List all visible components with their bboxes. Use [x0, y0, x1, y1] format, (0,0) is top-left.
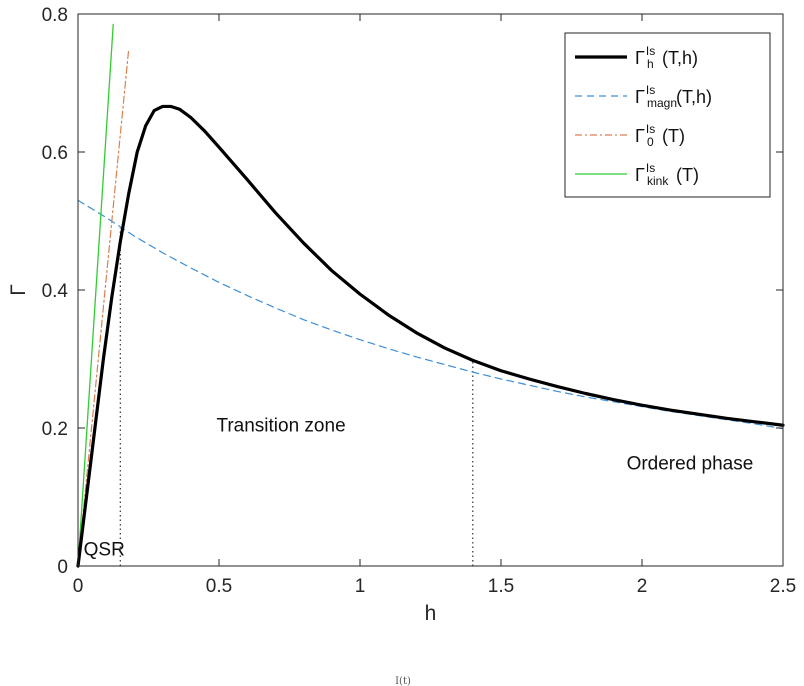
legend-sub-2: 0: [647, 135, 654, 149]
annotation-1: Transition zone: [216, 415, 345, 436]
legend-label-2: ΓIs: [635, 122, 655, 146]
y-axis-label: Γ: [7, 284, 30, 296]
legend-arg-2: (T): [662, 126, 685, 146]
y-tick-label: 0.6: [42, 143, 68, 164]
x-tick-label: 0: [73, 576, 84, 597]
x-tick-label: 0.5: [206, 576, 232, 597]
annotation-2: Ordered phase: [627, 453, 754, 474]
y-tick-label: 0: [57, 557, 68, 578]
x-tick-label: 1.5: [488, 576, 514, 597]
series-line-0: [76, 104, 785, 568]
x-axis-label: h: [425, 602, 437, 625]
x-tick-label: 2: [637, 576, 648, 597]
legend-label-1: ΓIs: [635, 83, 655, 107]
series-line-2: [77, 47, 130, 567]
x-tick-label: 1: [355, 576, 366, 597]
annotations: QSR Transition zone Ordered phase: [84, 415, 754, 560]
annotation-0: QSR: [84, 540, 125, 561]
y-tick-label: 0.8: [42, 5, 68, 26]
legend-box: [564, 32, 771, 198]
legend-arg-0: (T,h): [662, 48, 698, 68]
plot-lines: [76, 23, 785, 568]
legend-sub-0: h: [647, 57, 654, 71]
y-tick-label: 0.4: [42, 281, 69, 302]
legend-arg-3: (T): [676, 165, 699, 185]
x-tick-label: 2.5: [770, 576, 796, 597]
legend-sub-1: magn: [647, 96, 677, 110]
legend-label-0: ΓIs: [635, 44, 655, 68]
ticks: 0 0.5 1 1.5 2 2.5 0 0.2 0.4 0.6 0.8: [42, 5, 797, 597]
series-line-3: [77, 23, 114, 567]
footer-fragment: I(t): [395, 676, 411, 686]
legend-label-3: ΓIs: [635, 161, 655, 185]
legend-sub-3: kink: [647, 174, 669, 188]
legend-arg-1: (T,h): [676, 87, 712, 107]
y-tick-label: 0.2: [42, 419, 68, 440]
